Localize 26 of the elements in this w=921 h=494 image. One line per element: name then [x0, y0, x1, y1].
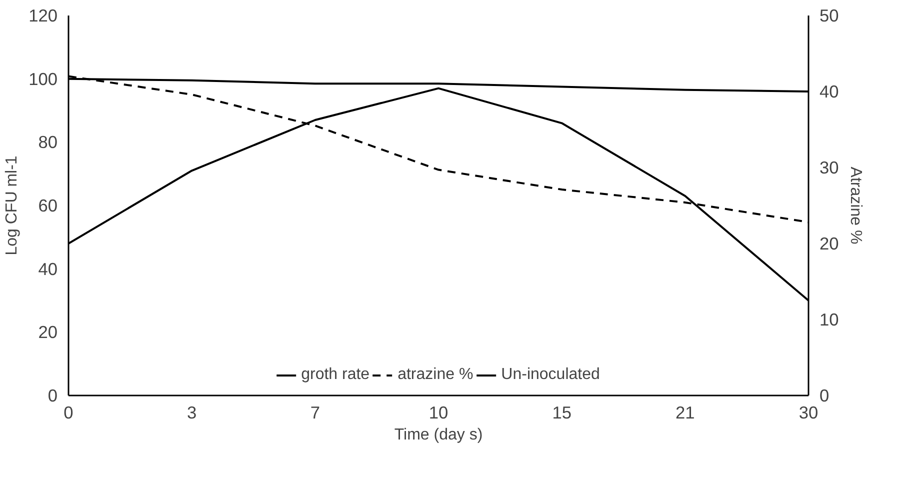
y2-tick-label: 0: [820, 386, 830, 406]
y-tick-label: 0: [48, 386, 58, 406]
x-tick-label: 30: [798, 402, 818, 422]
x-tick-label: 10: [428, 402, 448, 422]
y2-tick-label: 40: [820, 82, 839, 102]
legend-label: Un-inoculated: [501, 366, 600, 384]
y-axis-title: Log CFU ml-1: [4, 156, 21, 256]
y-tick-label: 100: [28, 68, 58, 89]
x-tick-label: 15: [552, 402, 572, 422]
x-tick-label: 7: [310, 402, 320, 422]
x-tick-label: 0: [64, 402, 74, 422]
x-tick-label: 3: [187, 402, 197, 422]
legend-label: groth rate: [301, 366, 370, 384]
y-tick-label: 40: [38, 258, 58, 279]
x-axis-title: Time (day s): [394, 426, 483, 444]
y2-tick-label: 30: [820, 158, 839, 178]
legend-label: atrazine %: [398, 366, 474, 384]
y-tick-label: 80: [38, 132, 58, 152]
y2-axis-title: Atrazine %: [846, 166, 864, 244]
x-tick-label: 21: [676, 402, 695, 422]
y-tick-label: 20: [38, 322, 58, 342]
y2-tick-label: 50: [820, 6, 839, 26]
y2-tick-label: 20: [820, 234, 839, 254]
y-tick-label: 120: [28, 6, 58, 26]
y-tick-label: 60: [38, 196, 58, 216]
y2-tick-label: 10: [820, 310, 839, 330]
